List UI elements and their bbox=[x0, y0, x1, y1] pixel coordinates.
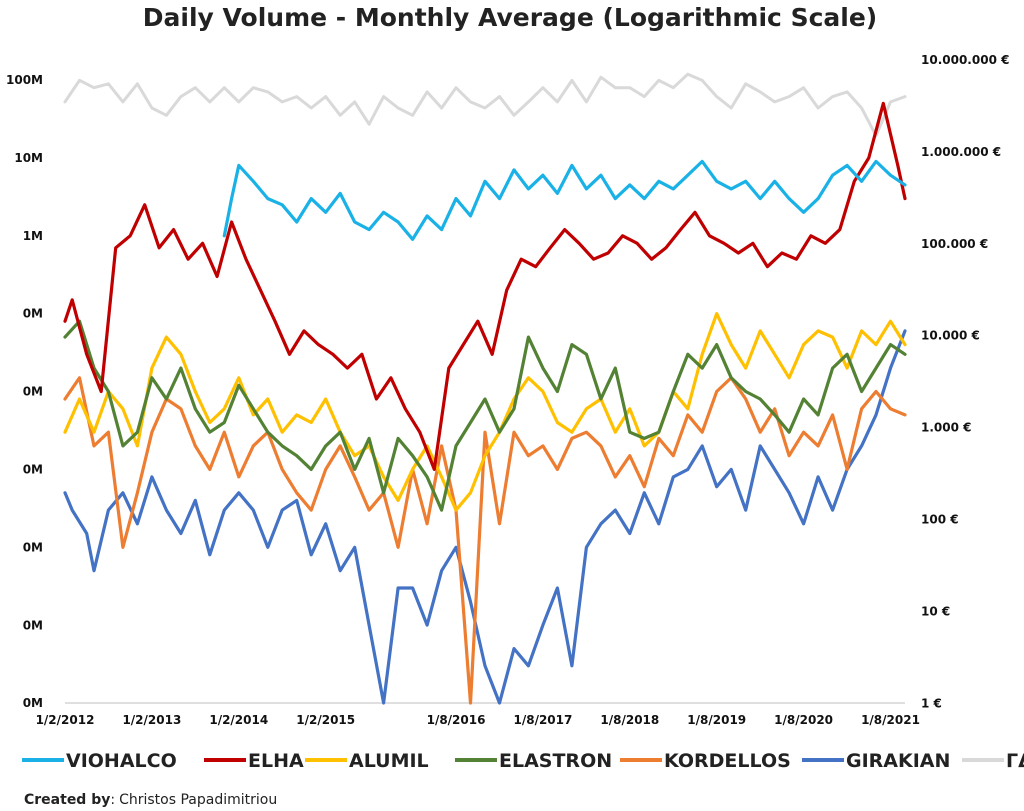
y-right-tick-label: 100.000 € bbox=[921, 237, 988, 251]
y-left-tick-label: 0M bbox=[23, 463, 43, 477]
legend-label: GIRAKIAN bbox=[846, 750, 950, 772]
credit-separator: : bbox=[110, 792, 115, 808]
y-left-tick-label: 0M bbox=[23, 540, 43, 554]
x-tick-label: 1/2/2012 bbox=[36, 713, 95, 727]
legend-label: ELHA bbox=[248, 750, 304, 772]
y-right-tick-label: 10 € bbox=[921, 604, 950, 618]
legend-label: KORDELLOS bbox=[664, 750, 791, 772]
x-tick-label: 1/8/2021 bbox=[861, 713, 920, 727]
x-tick-label: 1/2/2014 bbox=[209, 713, 268, 727]
y-left-tick-label: 10M bbox=[14, 151, 43, 165]
series-layer bbox=[63, 72, 907, 705]
y-left-tick-label: 0M bbox=[23, 307, 43, 321]
x-tick-label: 1/8/2016 bbox=[427, 713, 486, 727]
series-line-kordellos bbox=[63, 376, 907, 705]
legend: VIOHALCO ELHA ALUMIL ELASTRON KORDELLOS GIRAK… bbox=[22, 750, 1024, 772]
series-line-γδ bbox=[63, 72, 907, 138]
y-left-tick-label: 0M bbox=[23, 385, 43, 399]
y-left-tick-label: 0M bbox=[23, 618, 43, 632]
x-tick-label: 1/8/2019 bbox=[687, 713, 746, 727]
y-left-tick-label: 0M bbox=[23, 696, 43, 710]
legend-label: ΓΔ bbox=[1006, 750, 1024, 772]
x-tick-label: 1/2/2013 bbox=[122, 713, 181, 727]
y-right-tick-label: 10.000 € bbox=[921, 329, 980, 343]
series-line-elastron bbox=[63, 319, 907, 512]
series-line-alumil bbox=[63, 312, 907, 512]
legend-label: VIOHALCO bbox=[66, 750, 177, 772]
x-tick-label: 1/8/2018 bbox=[600, 713, 659, 727]
y-right-tick-label: 1 € bbox=[921, 696, 942, 710]
credit-line: Created by: Christos Papadimitriou bbox=[24, 792, 277, 808]
series-line-girakian bbox=[63, 329, 907, 705]
y-left-tick-label: 100M bbox=[6, 73, 43, 87]
y-right-tick-label: 10.000.000 € bbox=[921, 53, 1009, 67]
x-tick-label: 1/2/2015 bbox=[296, 713, 355, 727]
credit-name: Christos Papadimitriou bbox=[119, 792, 277, 808]
x-tick-label: 1/8/2020 bbox=[774, 713, 833, 727]
y-left-tick-label: 1M bbox=[23, 229, 43, 243]
y-right-tick-label: 1.000.000 € bbox=[921, 145, 1001, 159]
series-line-elha bbox=[63, 101, 907, 471]
series-line-viohalco bbox=[222, 159, 907, 241]
y-right-tick-label: 1.000 € bbox=[921, 421, 971, 435]
y-axis-left-ticks: 100M 10M 1M 0M 0M 0M 0M 0M 0M bbox=[6, 73, 43, 710]
legend-label: ALUMIL bbox=[349, 750, 429, 772]
legend-label: ELASTRON bbox=[499, 750, 612, 772]
chart-title: Daily Volume - Monthly Average (Logarith… bbox=[143, 3, 877, 32]
y-right-tick-label: 100 € bbox=[921, 513, 959, 527]
x-tick-label: 1/8/2017 bbox=[513, 713, 572, 727]
x-axis-ticks: 1/2/2012 1/2/2013 1/2/2014 1/2/2015 1/8/2016… bbox=[36, 713, 920, 727]
credit-label: Created by bbox=[24, 792, 110, 808]
y-axis-right-ticks: 10.000.000 € 1.000.000 € 100.000 € 10.000 €… bbox=[921, 53, 1009, 710]
